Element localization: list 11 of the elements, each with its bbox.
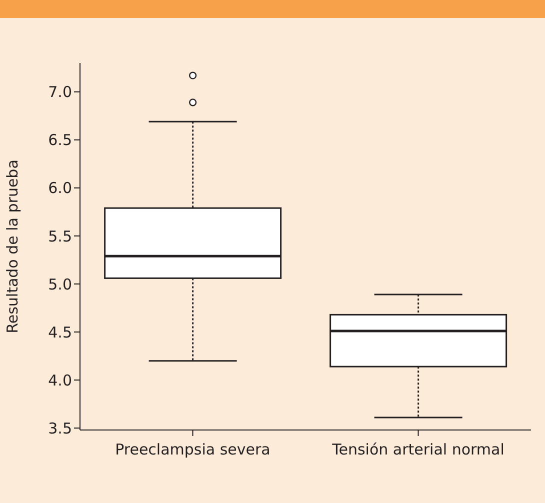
y-tick-label: 7.0 (48, 83, 72, 102)
y-tick-label: 4.0 (48, 371, 72, 390)
y-axis-title: Resultado de la prueba (3, 160, 22, 334)
y-tick-label: 4.5 (48, 323, 72, 342)
y-tick-label: 5.5 (48, 227, 72, 246)
y-tick-label: 5.0 (48, 275, 72, 294)
y-tick-label: 6.0 (48, 179, 72, 198)
y-tick-label: 6.5 (48, 131, 72, 150)
y-tick-label: 3.5 (48, 419, 72, 438)
x-tick-label: Preeclampsia severa (115, 440, 270, 459)
x-tick-label: Tensión arterial normal (331, 440, 504, 459)
